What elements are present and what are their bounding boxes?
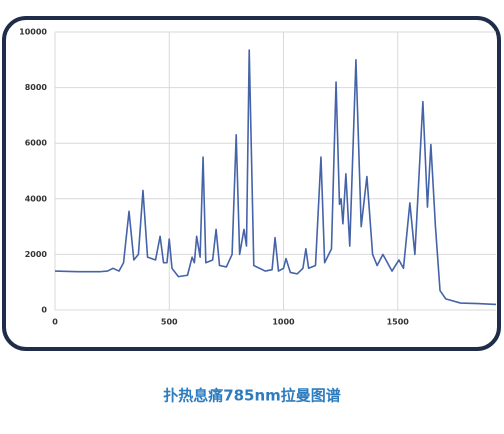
y-tick-label: 10000 bbox=[19, 28, 47, 37]
y-tick-label: 0 bbox=[41, 306, 47, 315]
x-tick-label: 500 bbox=[161, 318, 178, 327]
y-tick-label: 2000 bbox=[25, 250, 48, 259]
spectrum-line bbox=[54, 49, 497, 306]
y-tick-label: 6000 bbox=[25, 139, 48, 148]
x-tick-label: 1500 bbox=[387, 318, 410, 327]
x-tick-label: 1000 bbox=[272, 318, 295, 327]
y-tick-label: 8000 bbox=[25, 83, 48, 92]
chart-title: 扑热息痛785nm拉曼图谱 bbox=[163, 387, 341, 405]
x-tick-label: 0 bbox=[52, 318, 58, 327]
y-tick-label: 4000 bbox=[25, 194, 48, 203]
